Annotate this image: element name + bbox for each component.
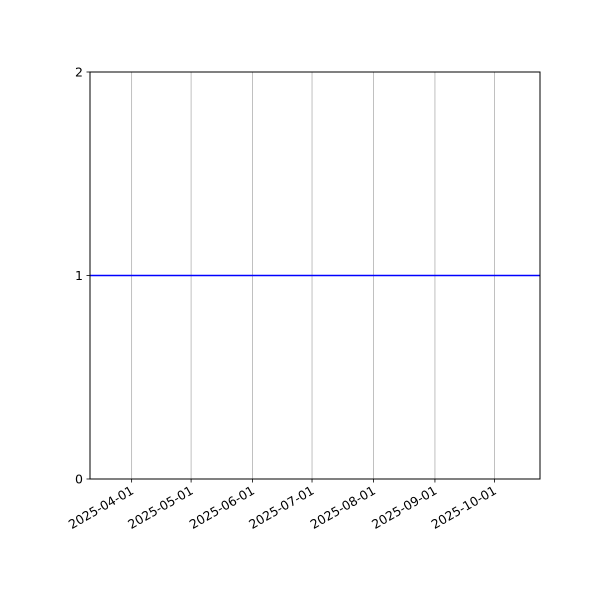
y-tick-label: 1: [75, 268, 83, 283]
y-tick-label: 2: [75, 65, 83, 80]
y-axis: 0 1 2: [75, 65, 90, 487]
y-tick-label: 0: [75, 472, 83, 487]
